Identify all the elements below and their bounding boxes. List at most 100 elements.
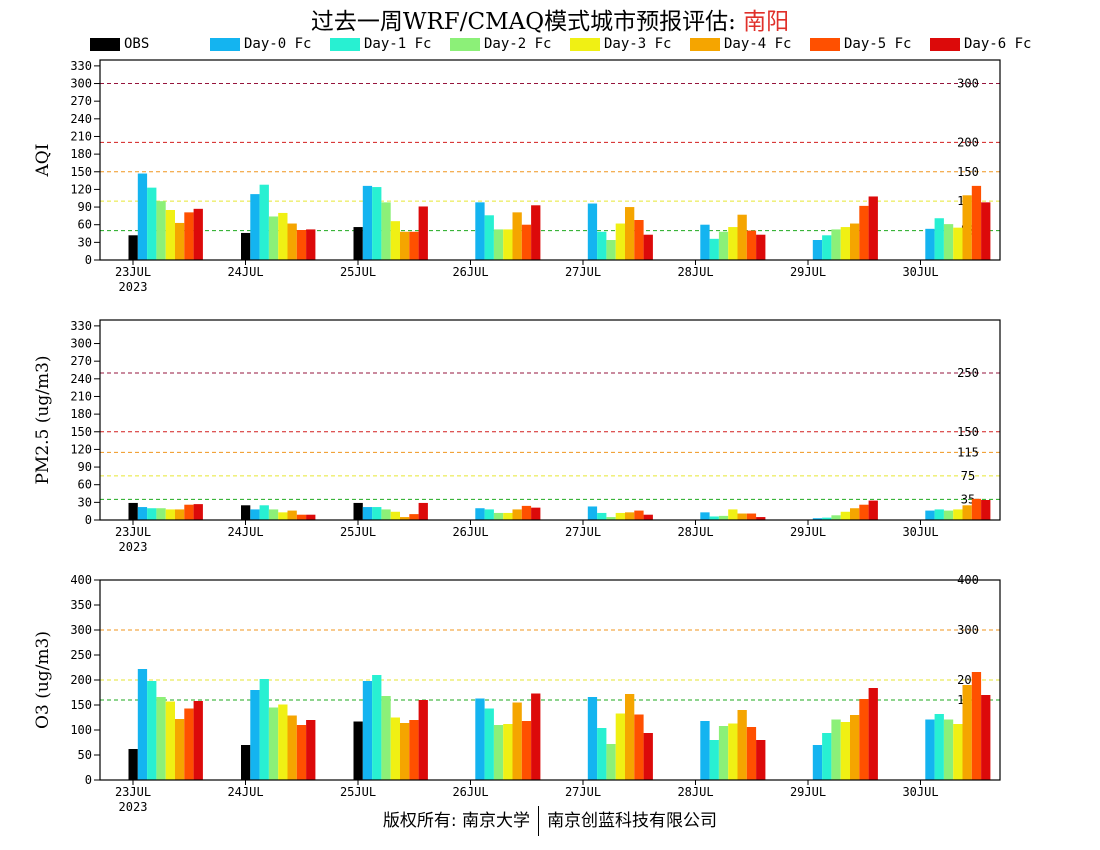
bar-day-6-fc-30jul	[981, 500, 991, 520]
bar-day-1-fc-23jul	[147, 508, 157, 520]
y-axis-label: PM2.5 (ug/m3)	[33, 355, 53, 484]
bar-day-3-fc-27jul	[615, 512, 625, 520]
legend-item-day5: Day-5 Fc	[810, 36, 911, 52]
y-tick-label: 210	[70, 129, 92, 143]
bar-day-6-fc-30jul	[981, 202, 991, 260]
bar-day-6-fc-29jul	[868, 688, 878, 780]
legend-label: Day-3 Fc	[604, 36, 672, 52]
bar-day-0-fc-30jul	[925, 228, 935, 260]
bar-day-3-fc-30jul	[953, 724, 963, 780]
bar-day-3-fc-24jul	[278, 512, 288, 520]
bar-day-2-fc-28jul	[718, 726, 729, 780]
bar-day-6-fc-24jul	[306, 514, 316, 520]
bar-day-3-fc-27jul	[615, 713, 625, 780]
bar-day-0-fc-29jul	[812, 240, 823, 260]
legend-label: Day-4 Fc	[724, 36, 792, 52]
bar-obs-23jul	[128, 235, 138, 260]
bar-day-6-fc-23jul	[193, 208, 203, 260]
footer-separator	[538, 806, 540, 836]
legend-item-day1: Day-1 Fc	[330, 36, 431, 52]
bar-day-0-fc-27jul	[587, 506, 598, 520]
bar-day-3-fc-25jul	[390, 717, 400, 780]
x-tick-label: 29JUL	[790, 525, 826, 539]
bar-day-0-fc-24jul	[250, 690, 260, 780]
bar-day-6-fc-25jul	[418, 502, 428, 520]
bar-day-2-fc-28jul	[718, 231, 729, 260]
legend-swatch	[810, 37, 840, 51]
bar-day-4-fc-28jul	[737, 513, 747, 520]
y-tick-label: 200	[70, 673, 92, 687]
bar-day-1-fc-29jul	[822, 733, 832, 780]
x-tick-label: 30JUL	[902, 265, 938, 279]
legend-label: Day-5 Fc	[844, 36, 912, 52]
bar-day-2-fc-25jul	[381, 509, 391, 520]
y-tick-label: 400	[70, 573, 92, 587]
bar-day-1-fc-26jul	[484, 215, 494, 260]
bar-day-1-fc-24jul	[259, 679, 269, 780]
bar-day-2-fc-25jul	[381, 696, 391, 780]
x-tick-label: 24JUL	[227, 785, 263, 799]
y-tick-label: 180	[70, 147, 92, 161]
bar-day-6-fc-23jul	[193, 504, 203, 520]
y-tick-label: 330	[70, 59, 92, 73]
bar-day-1-fc-28jul	[709, 516, 719, 520]
threshold-label: 75	[961, 469, 975, 483]
bar-day-0-fc-27jul	[587, 697, 598, 780]
bar-obs-23jul	[128, 502, 138, 520]
bar-day-1-fc-28jul	[709, 740, 719, 780]
bar-day-4-fc-27jul	[625, 694, 635, 780]
bar-day-4-fc-24jul	[287, 715, 297, 780]
legend-swatch	[570, 37, 600, 51]
bar-day-5-fc-25jul	[409, 231, 419, 260]
y-tick-label: 210	[70, 389, 92, 403]
bar-day-4-fc-26jul	[512, 702, 522, 780]
legend-item-day3: Day-3 Fc	[570, 36, 671, 52]
bar-day-1-fc-30jul	[934, 509, 944, 520]
y-tick-label: 0	[85, 773, 92, 787]
bar-day-3-fc-23jul	[165, 210, 175, 260]
year-label: 2023	[119, 280, 148, 294]
bar-day-1-fc-25jul	[372, 675, 382, 780]
legend-swatch	[450, 37, 480, 51]
bar-day-0-fc-30jul	[925, 719, 935, 780]
bar-day-5-fc-28jul	[746, 513, 757, 520]
bar-day-2-fc-30jul	[943, 224, 954, 260]
chart-title: 过去一周WRF/CMAQ模式城市预报评估: 南阳	[0, 2, 1100, 36]
bar-day-3-fc-30jul	[953, 509, 963, 520]
bar-day-4-fc-28jul	[737, 214, 747, 260]
bar-day-5-fc-29jul	[859, 504, 869, 520]
legend-item-obs: OBS	[90, 36, 149, 52]
bar-day-5-fc-27jul	[634, 220, 644, 260]
bar-day-6-fc-25jul	[418, 206, 428, 260]
legend-label: Day-2 Fc	[484, 36, 552, 52]
y-tick-label: 100	[70, 723, 92, 737]
y-tick-label: 300	[70, 337, 92, 351]
bar-day-0-fc-29jul	[812, 745, 823, 780]
legend-swatch	[210, 37, 240, 51]
bar-day-2-fc-24jul	[268, 707, 279, 780]
bar-day-0-fc-25jul	[362, 681, 373, 780]
bar-day-5-fc-24jul	[296, 514, 307, 520]
x-tick-label: 28JUL	[677, 525, 713, 539]
bar-day-3-fc-26jul	[503, 229, 513, 260]
bar-day-0-fc-25jul	[362, 507, 373, 520]
bar-day-0-fc-25jul	[362, 185, 373, 260]
bar-obs-25jul	[353, 227, 363, 260]
bar-day-5-fc-26jul	[521, 721, 532, 780]
bar-day-0-fc-27jul	[587, 203, 598, 260]
x-tick-label: 27JUL	[565, 785, 601, 799]
y-tick-label: 330	[70, 319, 92, 333]
y-tick-label: 250	[70, 648, 92, 662]
y-tick-label: 350	[70, 598, 92, 612]
bar-day-3-fc-27jul	[615, 223, 625, 260]
y-tick-label: 150	[70, 165, 92, 179]
bar-day-5-fc-25jul	[409, 720, 419, 780]
y-axis-label: O3 (ug/m3)	[33, 631, 53, 729]
bar-day-6-fc-28jul	[756, 234, 766, 260]
bar-day-6-fc-30jul	[981, 695, 991, 780]
y-tick-label: 120	[70, 182, 92, 196]
threshold-label: 300	[957, 77, 979, 91]
y-tick-label: 240	[70, 372, 92, 386]
bar-day-4-fc-29jul	[850, 715, 860, 780]
